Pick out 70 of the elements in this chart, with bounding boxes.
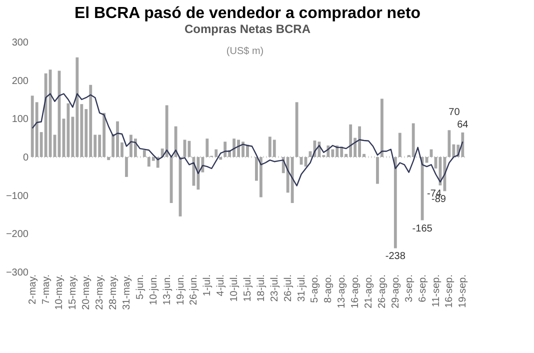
bar bbox=[412, 123, 415, 157]
annotation: (US$ m) bbox=[226, 46, 264, 57]
bar bbox=[196, 157, 200, 190]
chart-subtitle: Compras Netas BCRA bbox=[184, 22, 311, 36]
x-tick-label: 10-jul. bbox=[229, 274, 240, 302]
y-tick-label: −300 bbox=[6, 268, 29, 278]
x-tick-label: 1-jul. bbox=[202, 274, 214, 296]
x-tick-label: 16-ago. bbox=[350, 274, 362, 308]
bar bbox=[170, 157, 173, 203]
x-tick-label: 15-may. bbox=[68, 274, 79, 310]
data-label: -89 bbox=[431, 194, 446, 206]
y-tick-label: 100 bbox=[12, 114, 29, 126]
x-tick-label: 23-jul. bbox=[269, 274, 280, 302]
x-tick-label: 31-jul. bbox=[296, 274, 308, 302]
x-tick-label: 29-ago. bbox=[390, 274, 402, 308]
data-label: -238 bbox=[385, 251, 406, 262]
x-tick-label: 18-jul. bbox=[256, 274, 267, 302]
x-tick-label: 26-jun. bbox=[188, 274, 200, 306]
x-tick-label: 16-sep. bbox=[444, 274, 456, 308]
data-label: -165 bbox=[412, 223, 433, 234]
bar bbox=[295, 102, 298, 157]
bar bbox=[219, 157, 222, 160]
x-tick-label: 13-jun. bbox=[162, 274, 173, 306]
x-tick-label: 23-may. bbox=[94, 274, 106, 310]
x-tick-label: 19-jun. bbox=[175, 274, 186, 306]
x-tick-label: 28-may. bbox=[108, 274, 120, 310]
bar bbox=[142, 150, 146, 157]
bar bbox=[206, 138, 209, 157]
x-tick-label: 4-jul. bbox=[216, 274, 227, 296]
bar bbox=[259, 157, 262, 198]
x-tick-label: 10-may. bbox=[54, 274, 66, 310]
x-tick-label: 21-ago. bbox=[364, 274, 375, 308]
x-tick-label: 8-ago. bbox=[323, 274, 334, 303]
bar bbox=[394, 157, 397, 248]
x-tick-label: 26-ago. bbox=[376, 274, 388, 308]
bar bbox=[376, 157, 379, 184]
bar bbox=[290, 157, 294, 203]
x-tick-label: 6-sep. bbox=[417, 274, 428, 302]
bar bbox=[224, 142, 227, 157]
x-tick-label: 19-sep. bbox=[458, 274, 469, 308]
chart-title: El BCRA pasó de vendedor a comprador neto bbox=[74, 5, 421, 22]
x-tick-label: 2-may. bbox=[27, 274, 38, 304]
bar bbox=[165, 105, 168, 157]
x-tick-label: 3-sep. bbox=[404, 274, 415, 302]
bar bbox=[272, 140, 276, 157]
data-label: 70 bbox=[448, 107, 460, 118]
bar bbox=[125, 157, 128, 177]
x-tick-label: 5-jun. bbox=[134, 274, 146, 300]
x-tick-label: 5-ago. bbox=[310, 274, 321, 303]
bar bbox=[398, 132, 402, 157]
x-tick-label: 26-jul. bbox=[282, 274, 294, 302]
y-tick-label: 0 bbox=[22, 152, 29, 164]
bar bbox=[44, 73, 48, 157]
y-tick-label: 200 bbox=[12, 76, 29, 87]
x-tick-label: 13-ago. bbox=[336, 274, 348, 308]
y-tick-label: 300 bbox=[12, 38, 29, 48]
data-label: 64 bbox=[457, 119, 469, 130]
x-tick-label: 15-jul. bbox=[242, 274, 254, 302]
y-tick-label: −100 bbox=[6, 190, 29, 202]
x-tick-label: 20-may. bbox=[81, 274, 92, 310]
x-tick-label: 10-jun. bbox=[148, 274, 160, 306]
x-tick-label: 11-sep. bbox=[430, 274, 442, 308]
x-tick-label: 7-may. bbox=[40, 274, 52, 304]
x-tick-label: 31-may. bbox=[121, 274, 132, 310]
bar bbox=[420, 157, 424, 220]
bar bbox=[380, 98, 384, 157]
y-tick-label: −200 bbox=[6, 229, 29, 240]
bar bbox=[134, 138, 137, 157]
bar bbox=[448, 130, 451, 157]
bar bbox=[107, 157, 110, 160]
